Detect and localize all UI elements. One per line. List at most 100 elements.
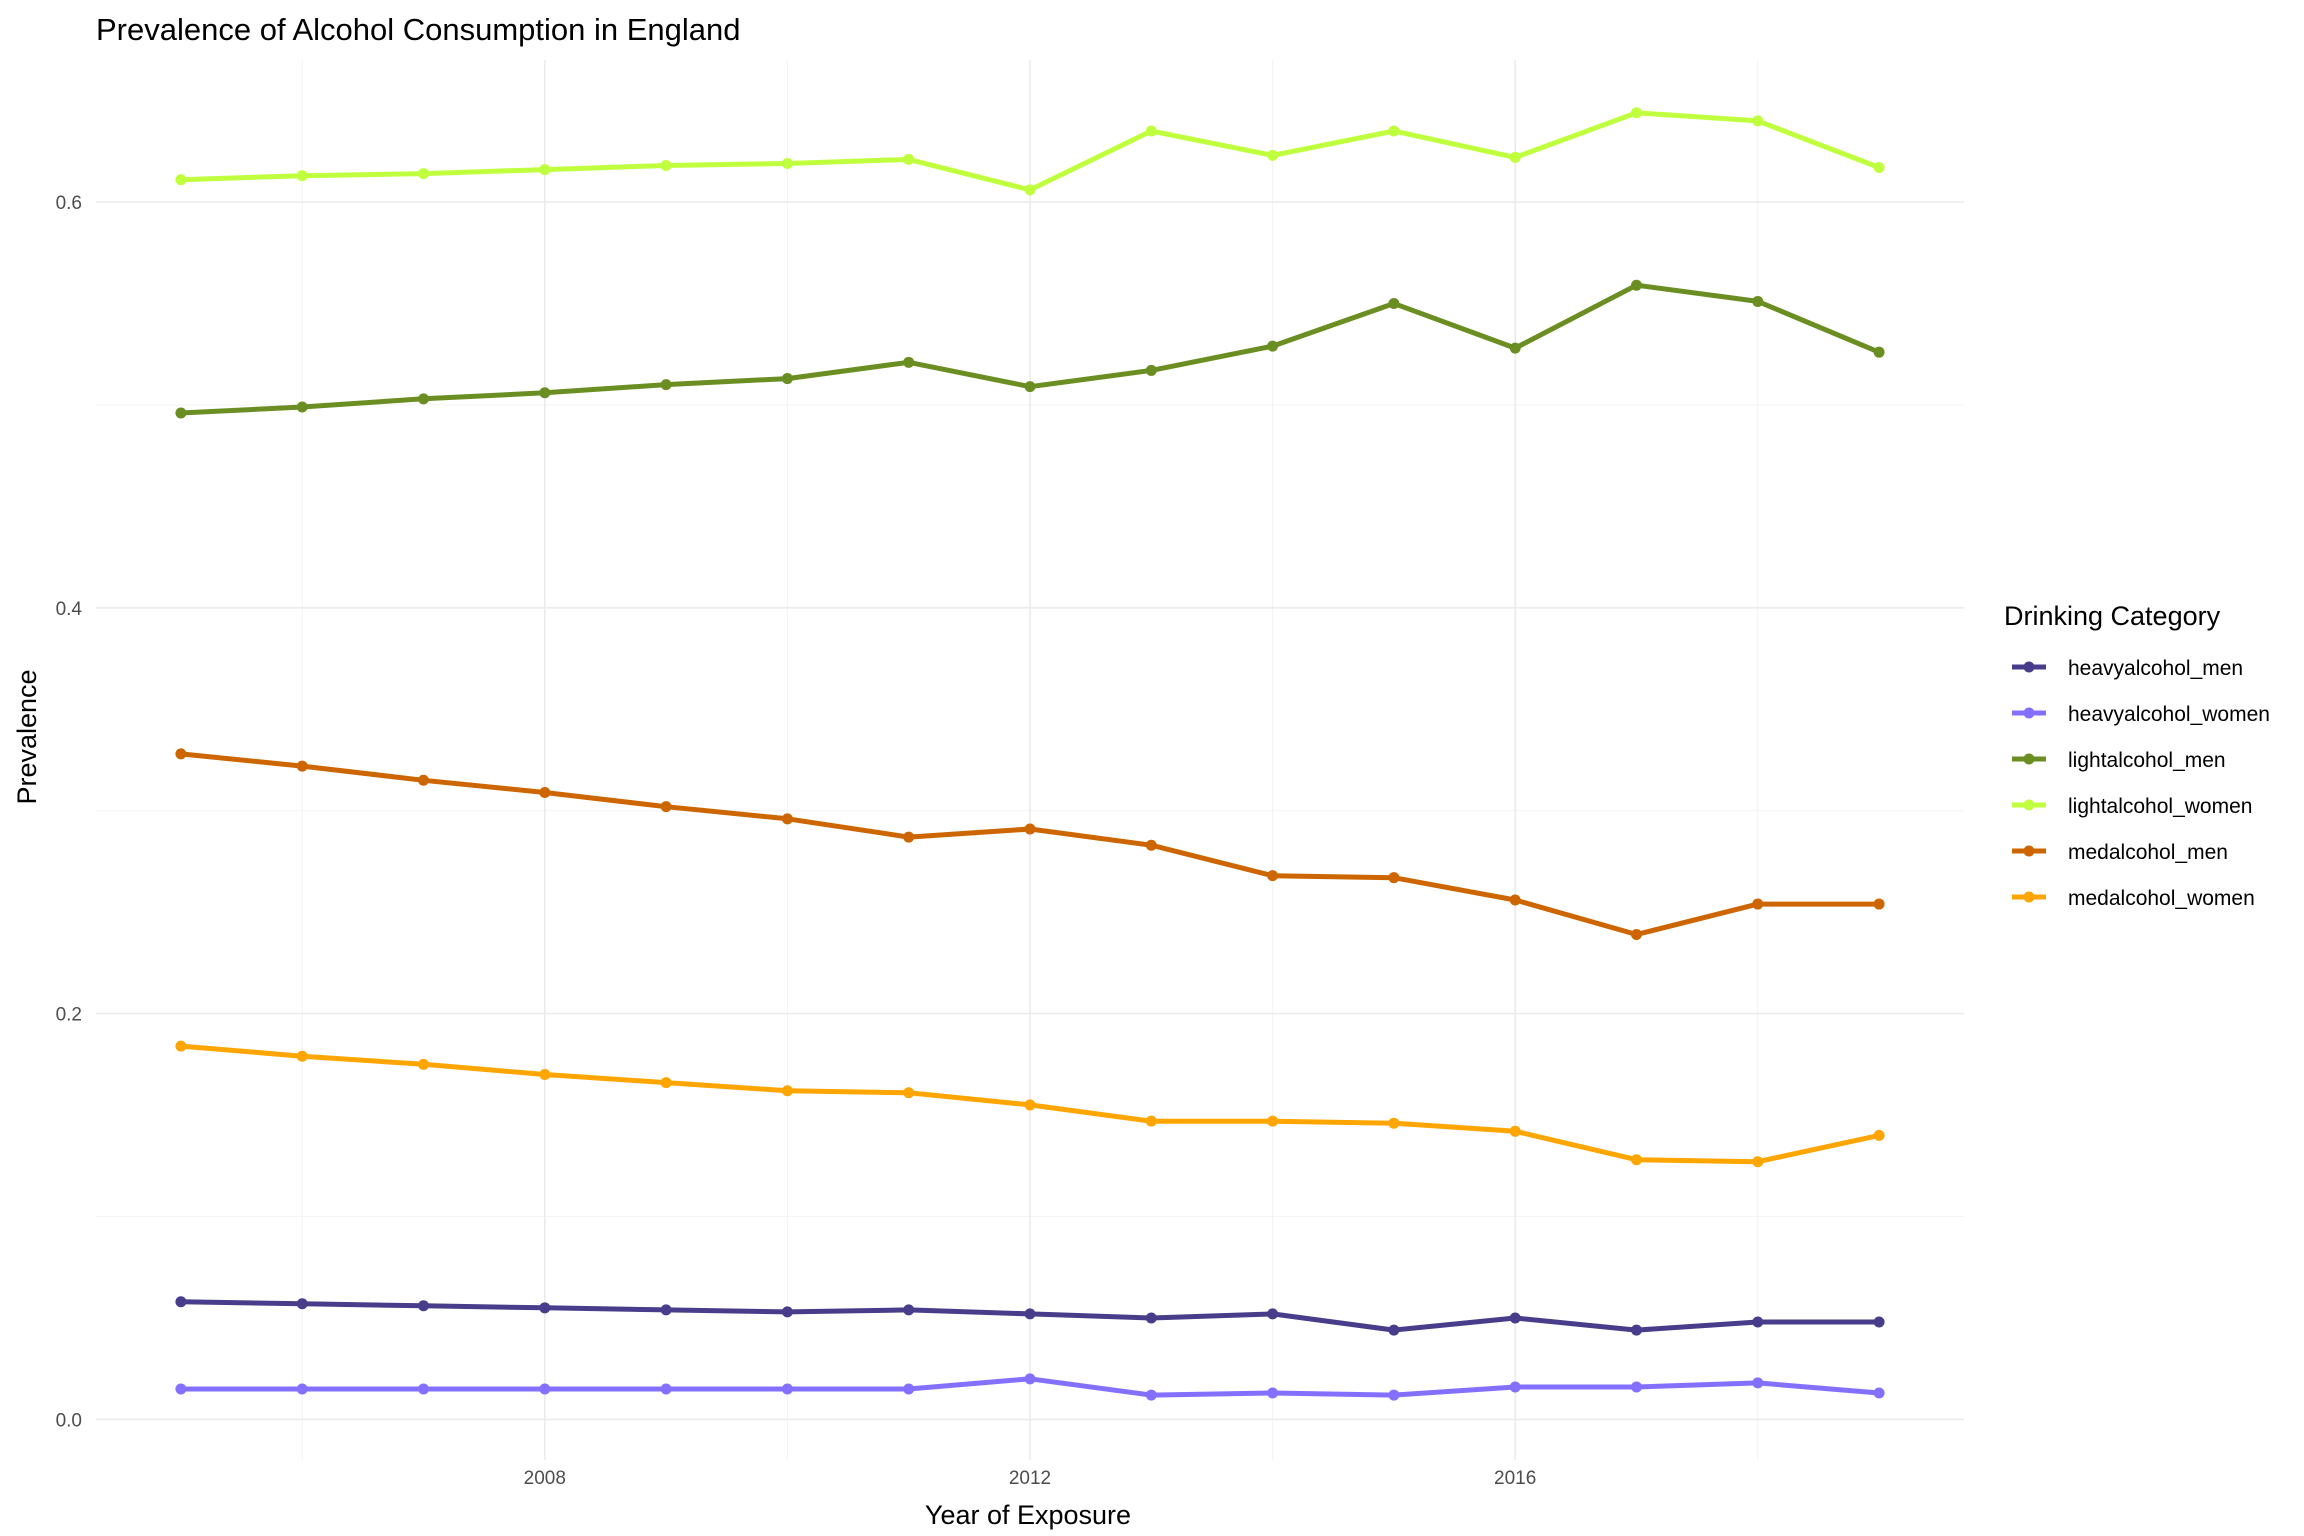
legend-item-lightalcohol_men: lightalcohol_men — [2012, 749, 2226, 772]
data-point — [418, 1383, 430, 1395]
data-point — [296, 170, 308, 182]
data-point — [1388, 1389, 1400, 1401]
data-point — [903, 153, 915, 165]
data-point — [1145, 1389, 1157, 1401]
legend-key-point — [2023, 799, 2035, 811]
data-point — [296, 1298, 308, 1310]
y-axis-title: Prevalence — [12, 669, 42, 804]
data-point — [660, 1383, 672, 1395]
data-point — [1752, 898, 1764, 910]
data-point — [1752, 115, 1764, 127]
y-tick-label: 0.0 — [56, 1410, 82, 1431]
legend-item-medalcohol_men: medalcohol_men — [2012, 841, 2228, 864]
data-point — [296, 760, 308, 772]
data-point — [1388, 125, 1400, 137]
data-point — [1509, 1125, 1521, 1137]
data-point — [296, 1383, 308, 1395]
data-point — [175, 1296, 187, 1308]
legend-label: lightalcohol_men — [2068, 749, 2226, 772]
legend-key-point — [2023, 661, 2035, 673]
data-point — [1267, 149, 1279, 161]
data-point — [175, 174, 187, 186]
data-point — [1267, 1387, 1279, 1399]
series-heavyalcohol_women — [175, 1373, 1885, 1401]
data-point — [1630, 1324, 1642, 1336]
data-point — [175, 1040, 187, 1052]
data-point — [781, 1306, 793, 1318]
data-point — [1752, 1156, 1764, 1168]
data-point — [781, 1383, 793, 1395]
data-point — [175, 407, 187, 419]
data-point — [539, 387, 551, 399]
data-point — [1630, 107, 1642, 119]
x-tick-label: 2012 — [1009, 1468, 1051, 1489]
legend-item-lightalcohol_women: lightalcohol_women — [2012, 795, 2252, 818]
data-point — [175, 1383, 187, 1395]
legend: Drinking Category heavyalcohol_menheavya… — [2004, 601, 2270, 910]
data-point — [1024, 1099, 1036, 1111]
data-point — [1752, 1377, 1764, 1389]
data-point — [1873, 346, 1885, 358]
data-point — [1630, 279, 1642, 291]
data-point — [175, 748, 187, 760]
data-point — [1267, 1308, 1279, 1320]
data-point — [660, 379, 672, 391]
data-point — [1024, 184, 1036, 196]
data-point — [660, 160, 672, 172]
data-point — [1509, 342, 1521, 354]
data-point — [1873, 898, 1885, 910]
data-point — [660, 1304, 672, 1316]
legend-title: Drinking Category — [2004, 601, 2221, 631]
data-point — [1752, 295, 1764, 307]
data-point — [418, 393, 430, 405]
data-point — [539, 1302, 551, 1314]
data-point — [1509, 1312, 1521, 1324]
data-point — [1267, 1115, 1279, 1127]
data-point — [1024, 1308, 1036, 1320]
axis-ticks: 0.0 0.2 0.4 0.6 2008 2012 2016 — [56, 193, 1537, 1489]
series-medalcohol_men — [175, 748, 1885, 940]
plot-grid — [96, 60, 1964, 1460]
data-point — [903, 356, 915, 368]
data-point — [1630, 1154, 1642, 1166]
data-point — [418, 1058, 430, 1070]
series-medalcohol_women — [175, 1040, 1885, 1168]
legend-label: heavyalcohol_men — [2068, 657, 2243, 680]
legend-item-heavyalcohol_men: heavyalcohol_men — [2012, 657, 2243, 680]
data-point — [418, 168, 430, 180]
data-point — [1873, 1129, 1885, 1141]
data-point — [903, 1383, 915, 1395]
data-point — [1752, 1316, 1764, 1328]
legend-label: medalcohol_men — [2068, 841, 2228, 864]
data-point — [903, 1304, 915, 1316]
data-point — [1509, 1381, 1521, 1393]
data-point — [1145, 364, 1157, 376]
data-point — [1145, 1312, 1157, 1324]
data-point — [903, 831, 915, 843]
data-point — [1145, 1115, 1157, 1127]
data-point — [1509, 894, 1521, 906]
legend-key-point — [2023, 753, 2035, 765]
legend-label: lightalcohol_women — [2068, 795, 2252, 818]
data-point — [418, 774, 430, 786]
y-tick-label: 0.6 — [56, 193, 82, 214]
legend-key-point — [2023, 891, 2035, 903]
x-tick-label: 2016 — [1494, 1468, 1536, 1489]
data-point — [1388, 1324, 1400, 1336]
data-point — [903, 1087, 915, 1099]
data-point — [296, 401, 308, 413]
data-point — [1267, 870, 1279, 882]
legend-item-heavyalcohol_women: heavyalcohol_women — [2012, 703, 2270, 726]
data-point — [781, 373, 793, 385]
data-point — [1509, 151, 1521, 163]
data-point — [1873, 1316, 1885, 1328]
legend-key-point — [2023, 845, 2035, 857]
y-tick-label: 0.2 — [56, 1005, 82, 1026]
data-point — [781, 1085, 793, 1097]
x-axis-title: Year of Exposure — [925, 1500, 1131, 1530]
y-tick-label: 0.4 — [56, 599, 83, 620]
data-point — [1388, 1117, 1400, 1129]
data-point — [539, 1068, 551, 1080]
data-point — [781, 157, 793, 169]
